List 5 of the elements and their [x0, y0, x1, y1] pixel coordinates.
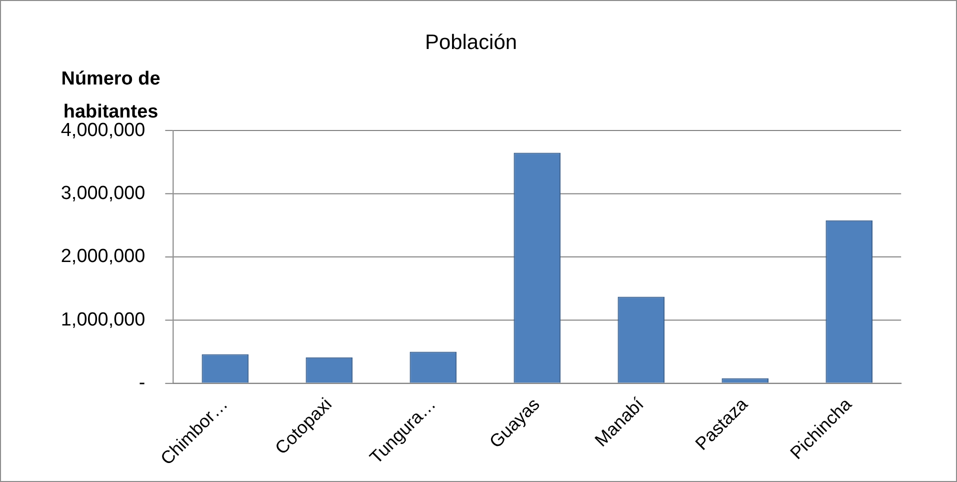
y-tick-label: -	[138, 372, 146, 394]
y-tick-label: 3,000,000	[60, 183, 146, 204]
y-tick-label: 2,000,000	[60, 246, 146, 268]
chart-title: Población	[425, 31, 518, 54]
y-tick-label: 1,000,000	[60, 309, 146, 330]
